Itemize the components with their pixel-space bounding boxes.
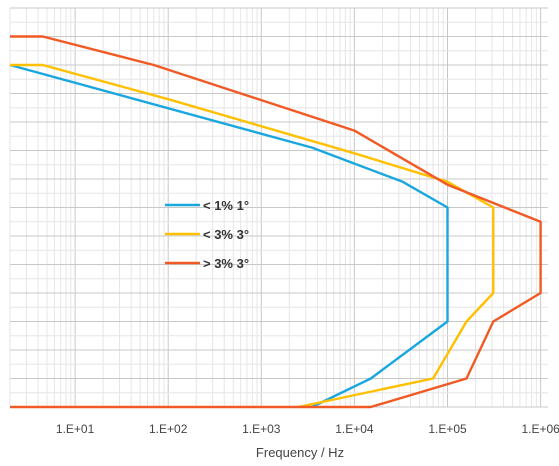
series-line-3 [10,35,542,409]
x-axis-title: Frequency / Hz [256,445,344,460]
x-tick-label: 1.E+05 [428,422,467,436]
series-line-1 [9,63,449,409]
x-tick-label: 1.E+04 [335,422,374,436]
x-tick-labels: 1.E+01 1.E+02 1.E+03 1.E+04 1.E+05 1.E+06 [56,422,559,436]
x-tick-label: 1.E+03 [242,422,281,436]
legend-label: < 3% 3° [203,227,249,242]
legend-label: > 3% 3° [203,256,249,271]
x-tick-label: 1.E+06 [521,422,559,436]
x-tick-label: 1.E+01 [56,422,95,436]
legend-label: < 1% 1° [203,198,249,213]
x-tick-label: 1.E+02 [149,422,188,436]
series-lines [9,35,542,409]
grid [9,7,548,408]
legend: < 1% 1° < 3% 3° > 3% 3° [165,198,249,271]
